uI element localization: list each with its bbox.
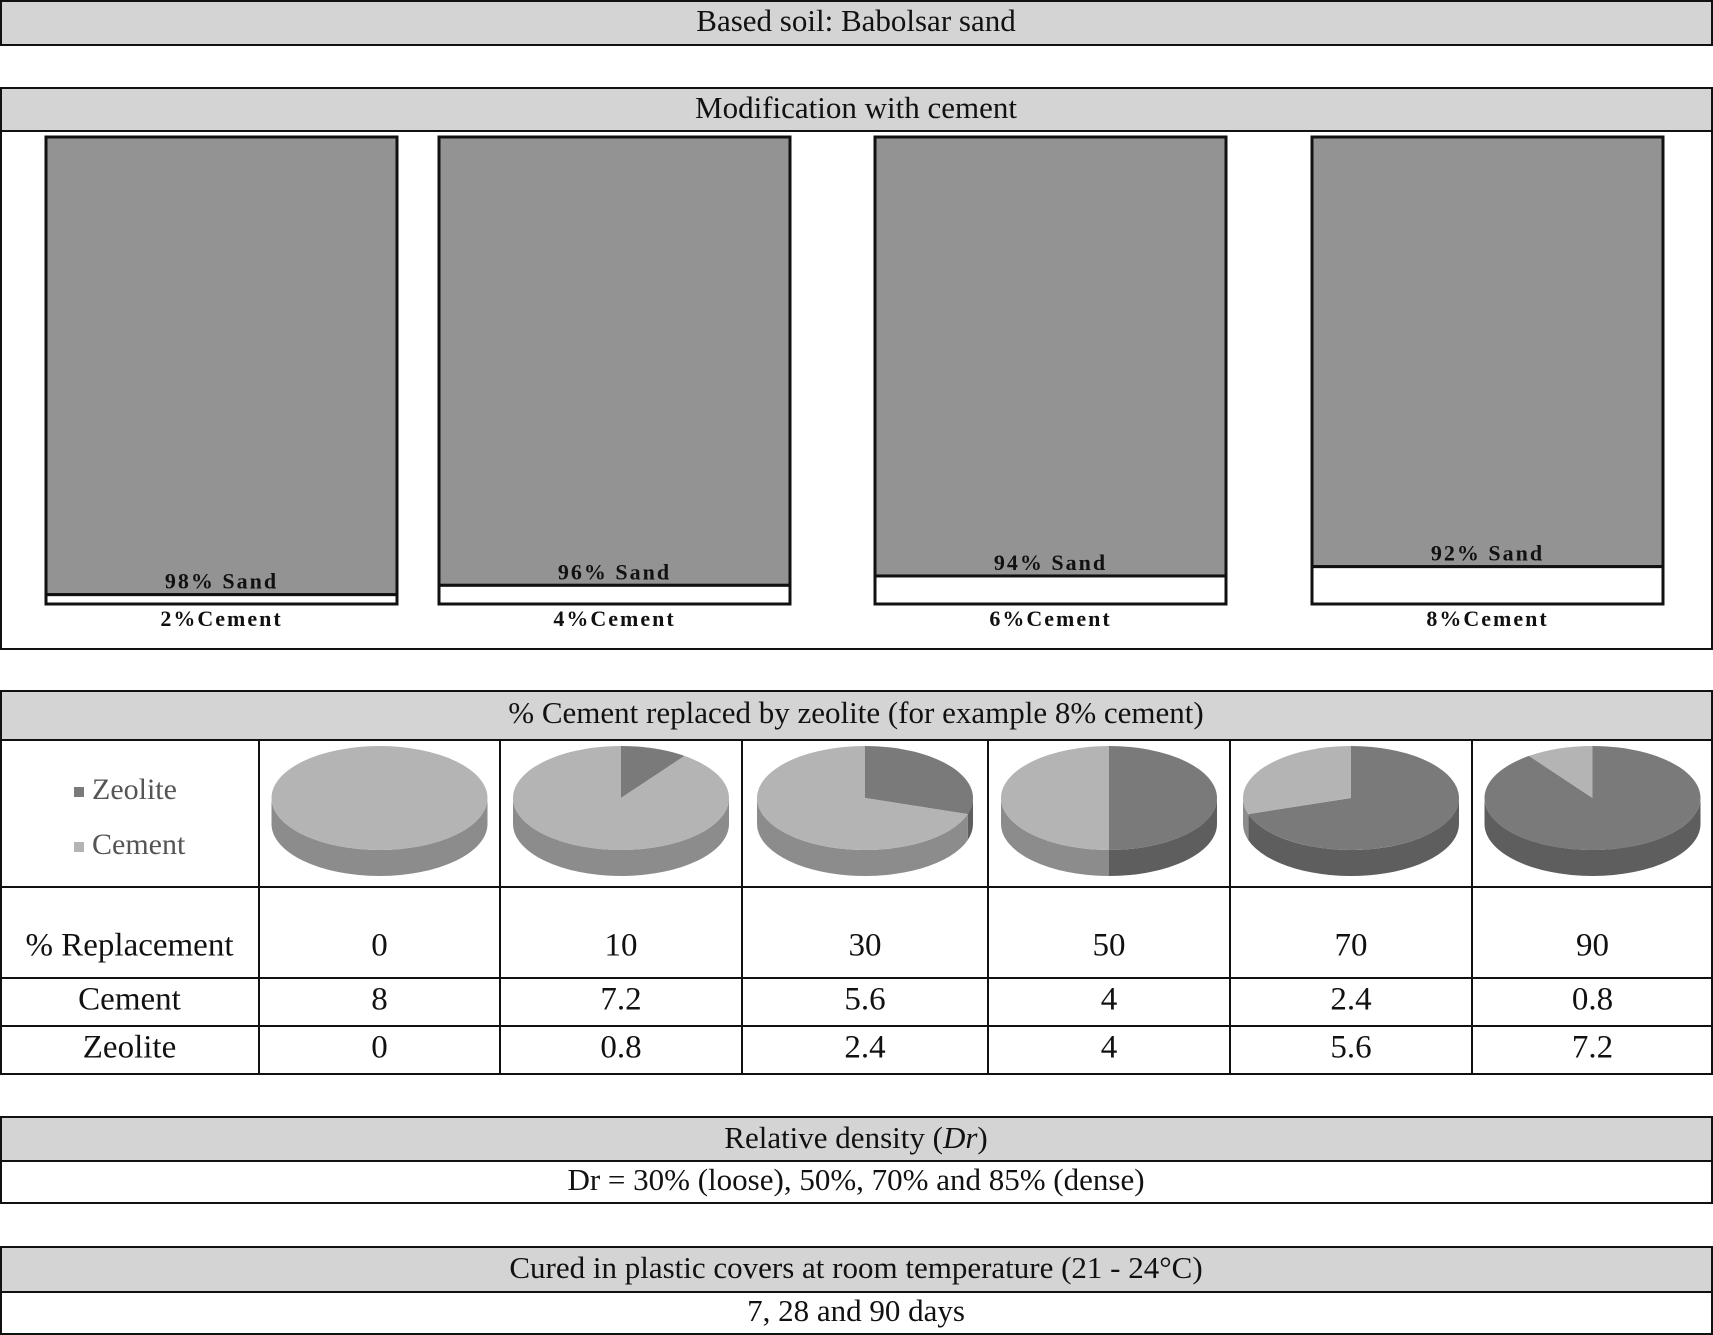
cell-value: 70 [1335,928,1368,964]
sand-bar [873,135,1228,578]
sand-label: 92% Sand [1431,541,1544,566]
sand-label: 98% Sand [165,569,278,594]
density-text: Dr = 30% (loose), 50%, 70% and 85% (dens… [567,1162,1144,1197]
header-title: Based soil: Babolsar sand [696,3,1016,38]
cell-value: 7.2 [600,982,641,1018]
legend-swatch [74,842,84,852]
density-title-part: Dr [942,1120,978,1155]
sand-label: 94% Sand [994,550,1107,575]
cell-value: 7.2 [1572,1030,1613,1066]
zeolite-pie-slice [621,746,685,798]
density-title-part: Relative density ( [724,1120,943,1155]
cement-pie-slice [1242,746,1351,815]
legend-label: Zeolite [92,773,177,806]
cell-value: 2.4 [844,1030,885,1066]
cement-bar [437,583,792,606]
cell-value: 10 [605,928,638,964]
curing-header [0,1246,1713,1293]
curing-title: Cured in plastic covers at room temperat… [509,1250,1202,1285]
legend-swatch [74,787,84,797]
cement-label: 6%Cement [989,606,1111,631]
cell-value: 0.8 [1572,982,1613,1018]
cement-pie-slice [1001,746,1109,850]
cement-pie-slice [756,746,968,851]
curing-text: 7, 28 and 90 days [747,1293,965,1328]
cell-value: 2.4 [1330,982,1371,1018]
cell-value: 0.8 [600,1030,641,1066]
cement-label: 4%Cement [553,606,675,631]
cell-value: 50 [1093,928,1126,964]
modification-header [0,87,1713,132]
zeolite-pie-side [1248,798,1459,877]
cement-pie-side [757,798,968,877]
zeolite-pie-slice [1248,746,1459,851]
cell-value: 4 [1101,982,1118,1018]
cement-bar [873,574,1228,606]
zeolite-pie-side [1109,798,1217,876]
row-label: Zeolite [83,1030,176,1066]
modification-title: Modification with cement [695,90,1017,125]
zeolite-pie-side [1484,798,1701,876]
cell-value: 5.6 [1330,1030,1371,1066]
replacement-header [0,690,1713,741]
cement-bar [1310,565,1665,606]
mix-bars: 98% Sand 2%Cement 96% Sand 4%Cement 94% Sand… [44,135,1665,631]
cement-pie-slice [513,746,730,850]
density-header [0,1116,1713,1162]
cell-value: 0 [371,928,388,964]
cement-label: 8%Cement [1426,606,1548,631]
cell-value: 5.6 [844,982,885,1018]
cell-value: 90 [1576,928,1609,964]
legend-label: Cement [92,828,186,861]
replacement-title: % Cement replaced by zeolite (for exampl… [508,695,1203,730]
row-label: % Replacement [26,928,234,964]
sand-bar [437,135,792,587]
sand-label: 96% Sand [558,559,671,584]
cell-value: 8 [371,982,388,1018]
replacement-table: Zeolite Cement % Replacement 0 10 30 50 70 90 Cem… [1,740,1712,1074]
cell-value: 30 [849,928,882,964]
cell-value: 4 [1101,1030,1118,1066]
density-title: Relative density (Dr) [724,1120,987,1155]
row-label: Cement [78,982,181,1018]
zeolite-pie-side [967,798,973,841]
cement-pie-slice [271,746,488,850]
cement-pie-side [1001,798,1109,876]
zeolite-pie-slice [1109,746,1217,850]
cement-pie-slice [1529,746,1593,798]
header-box [0,0,1713,46]
cement-pie-side [271,798,488,876]
cement-pie-side [1243,798,1249,841]
cell-value: 0 [371,1030,388,1066]
cement-label: 2%Cement [160,606,282,631]
cement-bar [44,593,399,606]
sand-bar [44,135,399,597]
density-title-part: ) [977,1120,987,1155]
cement-pie-side [513,798,729,876]
zeolite-pie-slice [865,746,973,815]
sand-bar [1310,135,1665,569]
